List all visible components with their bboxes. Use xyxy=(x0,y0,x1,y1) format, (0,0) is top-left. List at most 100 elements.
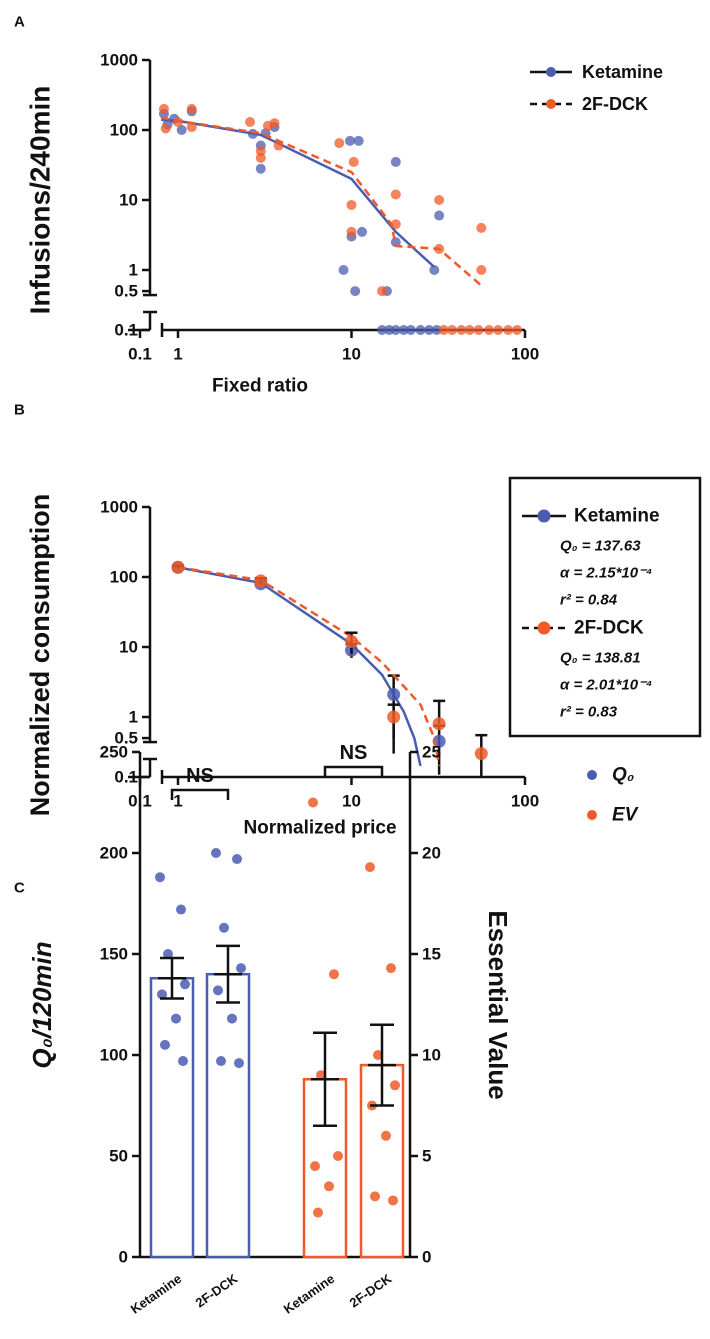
fit-statistic: α = 2.15*10⁻⁴ xyxy=(560,565,652,582)
data-point xyxy=(390,1080,400,1091)
data-point xyxy=(476,222,487,233)
data-point xyxy=(186,122,197,133)
y-axis-title: Normalized consumption xyxy=(25,494,55,817)
bar xyxy=(149,976,195,1259)
legend-label: EV xyxy=(612,805,639,826)
data-point xyxy=(473,325,484,335)
legend-marker xyxy=(546,99,556,109)
legend-marker xyxy=(537,621,551,635)
data-point xyxy=(346,199,357,210)
data-point xyxy=(373,1050,383,1060)
data-point xyxy=(387,710,401,724)
data-point xyxy=(171,1013,181,1024)
data-point xyxy=(216,1056,226,1067)
panel-label: B xyxy=(14,402,25,419)
legend-marker xyxy=(537,509,551,523)
y-tick-label: 0.5 xyxy=(114,282,138,301)
data-point xyxy=(357,226,368,237)
y-tick-label: 1 xyxy=(129,261,138,280)
x-tick-label: 2F-DCK xyxy=(193,1271,241,1311)
legend-label: 2F-DCK xyxy=(574,618,644,639)
data-point xyxy=(424,325,435,335)
y2-tick-label: 20 xyxy=(422,844,441,863)
data-point xyxy=(503,325,514,335)
data-point xyxy=(171,560,185,574)
y-tick-label: 100 xyxy=(110,121,138,140)
y2-tick-label: 25 xyxy=(422,743,441,762)
x-tick-label: Ketamine xyxy=(128,1271,185,1317)
data-point xyxy=(176,125,187,135)
data-point xyxy=(388,1195,398,1206)
y-tick-label: 1000 xyxy=(100,498,138,517)
data-point xyxy=(398,325,409,335)
trend-line xyxy=(160,116,483,287)
data-point xyxy=(493,325,504,335)
legend-label: Ketamine xyxy=(582,62,663,82)
y-tick-label: 0.1 xyxy=(114,768,138,787)
y-tick-label: 50 xyxy=(109,1147,128,1166)
data-point xyxy=(178,1056,188,1067)
y-tick-label: 200 xyxy=(100,844,128,863)
data-point xyxy=(405,325,416,335)
data-point xyxy=(512,325,523,335)
y-axis-title: Q₀/120min xyxy=(27,941,57,1068)
data-point xyxy=(370,1191,380,1202)
fit-statistic: r² = 0.84 xyxy=(560,592,618,609)
y-tick-label: 100 xyxy=(100,1046,128,1065)
x-axis-title: Fixed ratio xyxy=(212,376,308,397)
y2-tick-label: 15 xyxy=(422,945,441,964)
legend-marker xyxy=(587,770,597,780)
data-point xyxy=(353,135,364,146)
data-point xyxy=(234,1058,244,1069)
data-point xyxy=(236,963,246,974)
data-point xyxy=(269,118,280,129)
x-tick-label: 100 xyxy=(511,345,539,364)
data-point xyxy=(255,163,266,174)
data-point xyxy=(434,195,445,205)
y2-tick-label: 10 xyxy=(422,1046,441,1065)
data-point xyxy=(157,989,167,1000)
y-axis-title: Infusions/240min xyxy=(25,86,56,315)
x-tick-label: 10 xyxy=(342,345,361,364)
data-point xyxy=(329,969,339,980)
data-point xyxy=(390,325,401,335)
bar xyxy=(205,972,251,1259)
data-point xyxy=(324,1181,334,1192)
y-tick-label: 0.1 xyxy=(114,321,138,340)
data-point xyxy=(244,117,255,128)
y-tick-label: 100 xyxy=(110,568,138,587)
y-tick-label: 10 xyxy=(119,638,138,657)
legend-label: Ketamine xyxy=(574,506,660,527)
data-point xyxy=(333,1151,343,1161)
fit-statistic: r² = 0.83 xyxy=(560,704,618,721)
y-tick-label: 0.5 xyxy=(114,729,138,748)
x-tick-label: 0.1 xyxy=(128,345,152,364)
data-point xyxy=(227,1013,237,1024)
data-point xyxy=(334,138,345,149)
y-tick-label: 1 xyxy=(129,708,138,727)
y2-axis-title: Essential Value xyxy=(483,910,513,1099)
x-tick-label: Ketamine xyxy=(281,1271,338,1317)
data-point xyxy=(345,634,358,648)
x-tick-label: 1 xyxy=(173,345,182,364)
data-point xyxy=(429,265,440,275)
data-point xyxy=(158,103,169,114)
fit-statistic: Q₀ = 137.63 xyxy=(560,538,641,555)
data-point xyxy=(219,922,229,933)
data-point xyxy=(386,963,396,974)
y-tick-label: 1000 xyxy=(100,51,138,70)
significance-bracket xyxy=(323,765,384,777)
data-point xyxy=(213,985,223,996)
legend-marker xyxy=(587,810,597,820)
data-point xyxy=(390,156,401,167)
x-tick-label: 10 xyxy=(342,792,361,811)
data-point xyxy=(390,189,401,200)
data-point xyxy=(456,325,467,335)
data-point xyxy=(155,872,165,883)
x-tick-label: 1 xyxy=(173,792,182,811)
data-point xyxy=(447,325,458,335)
fit-line xyxy=(177,565,441,767)
data-point xyxy=(377,325,388,335)
fit-statistic: α = 2.01*10⁻⁴ xyxy=(560,677,652,694)
data-point xyxy=(176,904,186,915)
